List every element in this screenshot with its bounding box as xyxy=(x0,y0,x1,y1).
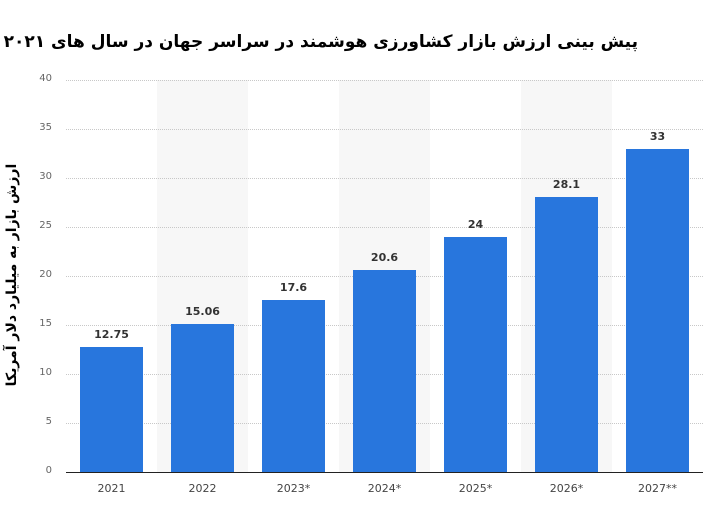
bar-value-label: 12.75 xyxy=(94,328,129,342)
gridline xyxy=(66,227,703,228)
bar-value-label: 24 xyxy=(467,217,484,231)
x-tick-label: 2022 xyxy=(188,482,217,495)
x-tick-label: 2024* xyxy=(367,482,402,495)
bar[interactable] xyxy=(535,196,598,472)
gridline xyxy=(66,178,703,179)
y-tick-label: 15 xyxy=(39,318,52,329)
x-tick-label: 2023* xyxy=(276,482,311,495)
y-tick-label: 5 xyxy=(45,416,52,427)
y-tick-label: 10 xyxy=(39,367,52,378)
y-tick-label: 0 xyxy=(45,465,52,476)
x-tick-label: 2025* xyxy=(458,482,493,495)
bar[interactable] xyxy=(80,347,143,472)
gridline xyxy=(66,129,703,130)
x-tick-label: 2021 xyxy=(97,482,126,495)
plot-area: 12.75 15.06 17.6 20.6 24 28.1 33 xyxy=(66,80,703,473)
y-tick-label: 20 xyxy=(39,269,52,280)
bar[interactable] xyxy=(171,324,234,472)
x-tick-label: 2026* xyxy=(549,482,584,495)
bar[interactable] xyxy=(444,236,507,472)
bar[interactable] xyxy=(353,270,416,472)
y-tick-label: 35 xyxy=(39,122,52,133)
bar-value-label: 17.6 xyxy=(279,280,308,294)
bar-value-label: 28.1 xyxy=(552,177,581,191)
bar-value-label: 20.6 xyxy=(370,251,399,265)
bar[interactable] xyxy=(262,299,325,472)
x-axis-line xyxy=(66,472,703,473)
bar-value-label: 33 xyxy=(649,129,666,143)
gridline xyxy=(66,80,703,81)
y-tick-label: 25 xyxy=(39,220,52,231)
x-tick-label: 2027** xyxy=(638,482,677,495)
bar-value-label: 15.06 xyxy=(185,305,220,319)
bar[interactable] xyxy=(626,148,689,472)
chart-title: پیش بینی ارزش بازار کشاورزی هوشمند در سر… xyxy=(0,32,638,52)
y-tick-label: 40 xyxy=(39,73,52,84)
y-tick-label: 30 xyxy=(39,171,52,182)
